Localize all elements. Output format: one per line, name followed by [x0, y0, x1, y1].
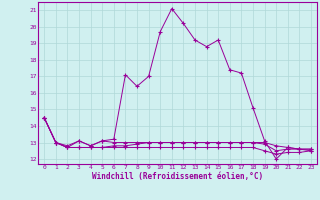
X-axis label: Windchill (Refroidissement éolien,°C): Windchill (Refroidissement éolien,°C): [92, 172, 263, 181]
